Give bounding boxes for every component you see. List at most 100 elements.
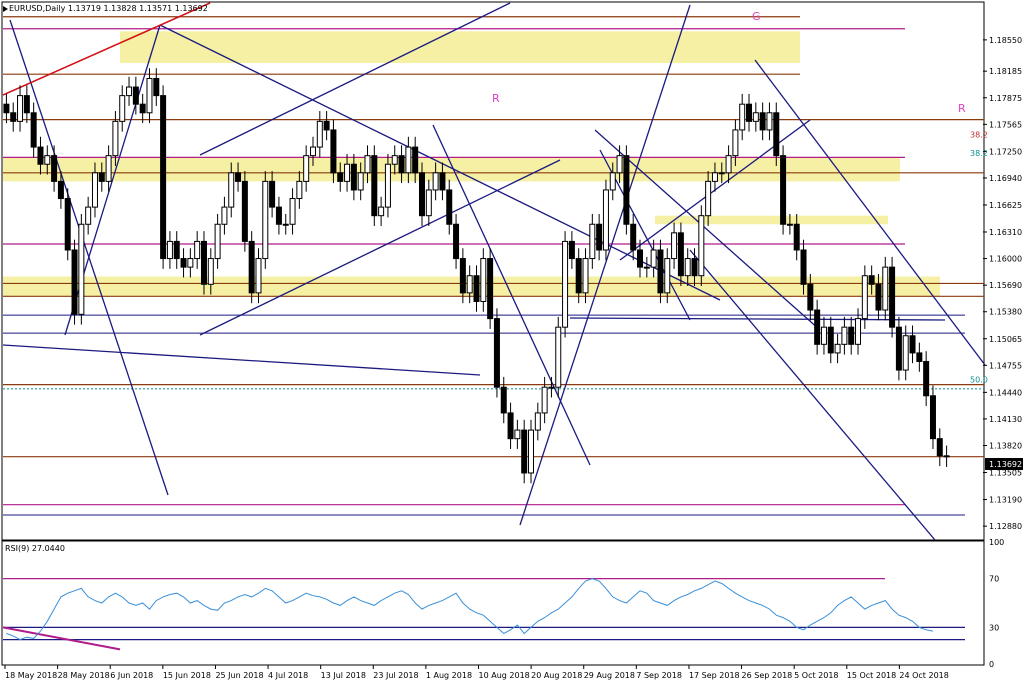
rsi-tick-label: 0	[989, 660, 994, 669]
rsi-tick-label: 100	[989, 538, 1004, 547]
candle-body	[214, 223, 221, 260]
price-tick-label: 1.14440	[989, 388, 1022, 397]
candle-body	[493, 318, 500, 388]
candle-body	[534, 412, 541, 431]
candle-body	[71, 249, 78, 315]
rsi-line	[6, 578, 934, 641]
candle-body	[705, 180, 712, 217]
candle-body	[391, 155, 398, 165]
candle-body	[541, 386, 548, 414]
candle-body	[616, 155, 623, 174]
candle-body	[943, 455, 950, 458]
candle-body	[126, 86, 133, 97]
price-tick-label: 1.16625	[989, 201, 1022, 210]
candle-body	[364, 155, 371, 174]
wave-letter: G	[752, 10, 761, 23]
candle-body	[841, 326, 848, 345]
candle-body	[221, 206, 228, 225]
candle-body	[732, 129, 739, 157]
time-tick-label: 15 Jun 2018	[163, 671, 211, 680]
candle-body	[98, 172, 105, 182]
candle-body	[609, 172, 616, 191]
candle-body	[773, 112, 780, 157]
candle-body	[44, 155, 51, 165]
candle-body	[296, 180, 303, 200]
time-tick-label: 17 Sep 2018	[689, 671, 740, 680]
candle-body	[371, 155, 378, 217]
fib-tag: 38.2	[970, 149, 988, 158]
candle-body	[630, 223, 637, 251]
price-tick-label: 1.17250	[989, 147, 1022, 156]
time-axis: 18 May 2018 28 May 2018 6 Jun 2018 15 Jun 2…	[4, 665, 949, 680]
price-tick-label: 1.13190	[989, 496, 1022, 505]
price-tick-label: 1.17875	[989, 94, 1022, 103]
candle-body	[725, 155, 732, 174]
trendline	[594, 129, 821, 331]
candle-body	[228, 172, 235, 208]
candle-body	[568, 240, 575, 260]
candle-body	[119, 95, 126, 122]
candle-body	[64, 198, 71, 251]
candle-body	[398, 155, 405, 174]
candle-body	[187, 258, 194, 268]
candle-body	[425, 189, 432, 217]
candle-body	[473, 275, 480, 302]
price-tick-label: 1.16000	[989, 255, 1022, 264]
zone-rect	[120, 31, 800, 64]
current-price-label: 1.13692	[989, 460, 1022, 469]
candle-body	[562, 240, 569, 328]
candle-body	[834, 343, 841, 354]
candle-body	[289, 198, 296, 225]
candle-body	[350, 163, 357, 191]
price-tick-label: 1.16310	[989, 228, 1022, 237]
candle-body	[194, 240, 201, 260]
candle-body	[739, 103, 746, 131]
price-tick-label: 1.18185	[989, 67, 1022, 76]
trendline	[569, 317, 946, 321]
current-price-box	[985, 458, 1023, 470]
supply-demand-zones	[3, 31, 940, 297]
trendline	[432, 124, 591, 466]
time-tick-label: 1 Aug 2018	[426, 671, 472, 680]
trendline	[519, 4, 691, 526]
candle-body	[889, 266, 896, 328]
zone-rect	[3, 157, 900, 182]
trendline	[199, 159, 561, 336]
price-tick-label: 1.15065	[989, 335, 1022, 344]
candle-body	[691, 258, 698, 277]
candle-body	[78, 223, 85, 315]
candle-body	[902, 335, 909, 371]
candle-body	[91, 172, 98, 208]
time-tick-label: 23 Jul 2018	[373, 671, 418, 680]
rsi-series: 100 70 30 0	[2, 538, 1004, 669]
candle-body	[861, 275, 868, 320]
time-tick-label: 15 Oct 2018	[847, 671, 896, 680]
candle-body	[664, 258, 671, 294]
candle-body	[800, 249, 807, 285]
time-tick-label: 24 Oct 2018	[899, 671, 948, 680]
candle-body	[262, 180, 269, 260]
candle-body	[684, 258, 691, 277]
candle-body	[30, 112, 37, 148]
trendline	[199, 2, 511, 156]
candle-body	[793, 223, 800, 251]
candle-body	[180, 258, 187, 268]
candle-body	[241, 180, 248, 242]
candle-body	[480, 258, 487, 302]
candle-body	[929, 395, 936, 440]
candle-body	[514, 429, 521, 440]
time-tick-label: 4 Jul 2018	[268, 671, 308, 680]
trendline	[754, 59, 986, 366]
candle-body	[37, 146, 44, 165]
candle-body	[786, 223, 793, 226]
fib-tags: 38.2 38.2 50.0 G R R	[492, 10, 988, 385]
candle-body	[3, 103, 10, 114]
candle-body	[575, 258, 582, 294]
candle-body	[153, 77, 160, 97]
candle-body	[507, 412, 514, 440]
price-axis: 1.18550 1.18185 1.17875 1.17565 1.17250 1.169…	[983, 36, 1022, 531]
fib-tag: 50.0	[970, 376, 988, 385]
time-tick-label: 6 Jun 2018	[110, 671, 153, 680]
candle-body	[146, 77, 153, 114]
candle-body	[316, 120, 323, 148]
